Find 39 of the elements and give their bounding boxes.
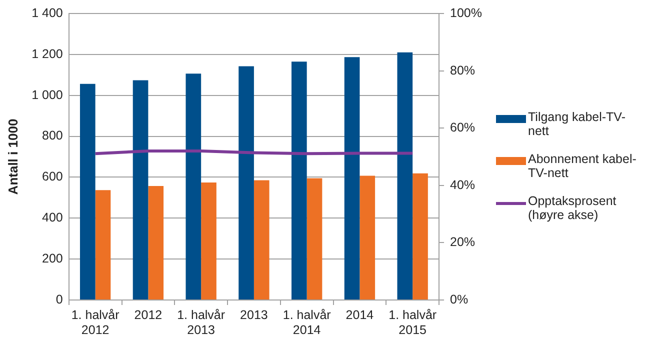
- bar: [186, 74, 202, 300]
- bar: [95, 190, 111, 300]
- bar: [132, 80, 148, 300]
- x-tick-label: 2012: [134, 308, 162, 322]
- bar: [360, 176, 376, 300]
- legend-label: Opptaksprosent (høyre akse): [528, 194, 618, 222]
- bar: [397, 52, 413, 300]
- y-tick-label: 400: [42, 210, 63, 225]
- legend-label: Abonnement kabel-TV-nett: [528, 152, 638, 180]
- y-tick-label: 0: [56, 292, 63, 306]
- bar: [201, 182, 216, 300]
- y-tick-label: 1 200: [32, 46, 63, 61]
- x-tick-label: 2014: [346, 308, 374, 322]
- y-tick-label: 200: [42, 252, 63, 266]
- x-tick-label: 1. halvår 2015: [388, 308, 437, 337]
- x-tick-label: 1. halvår 2014: [282, 308, 331, 337]
- bar: [292, 62, 307, 300]
- y2-tick-label: 60%: [450, 120, 476, 135]
- y-axis-title: Antall i 1000: [5, 118, 20, 195]
- y-tick-label: 1 400: [32, 6, 63, 20]
- bar: [238, 66, 254, 300]
- y-tick-label: 600: [42, 170, 63, 184]
- y2-tick-label: 40%: [450, 178, 476, 192]
- bar: [80, 84, 96, 300]
- y2-tick-label: 100%: [450, 6, 482, 20]
- y2-tick-label: 0%: [450, 292, 468, 306]
- bar: [254, 180, 270, 300]
- bar: [148, 186, 164, 300]
- x-tick-label: 1. halvår 2012: [71, 308, 120, 337]
- y-tick-label: 1 000: [32, 88, 63, 102]
- bar: [344, 57, 360, 300]
- legend-label: Tilgang kabel-TV-nett: [528, 110, 626, 138]
- y2-tick-label: 80%: [450, 63, 476, 78]
- y2-tick-label: 20%: [450, 235, 476, 250]
- x-tick-label: 2013: [240, 308, 268, 322]
- x-tick-label: 1. halvår 2013: [177, 308, 226, 337]
- y-tick-label: 800: [42, 128, 63, 143]
- bar: [306, 178, 322, 300]
- bar: [412, 173, 428, 300]
